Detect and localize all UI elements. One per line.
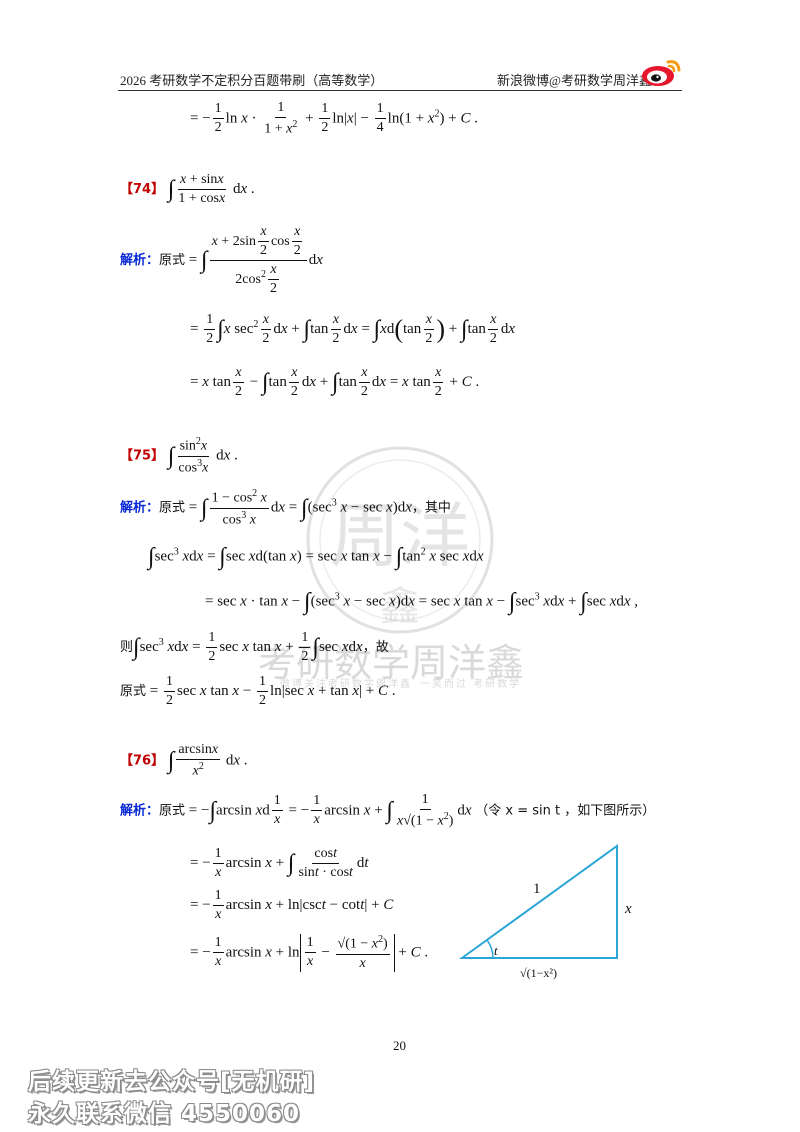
svg-text:鑫: 鑫	[380, 584, 420, 630]
p75-line-3: = sec x · tan x − ∫(sec3 x − sec x)dx = …	[205, 589, 639, 615]
watermark-small-left: 微博关注考研数学周洋鑫	[280, 679, 412, 690]
p75-line-1: 解析：原式 = ∫ 1 − cos2 x cos3 x dx = ∫(sec3 x −…	[120, 488, 451, 528]
p75-line-4: 则∫sec3 xdx = 1 2 sec x tan x + 1 2 ∫sec xdx，…	[120, 630, 389, 665]
p76-line-1: 解析：原式 = −∫arcsin xd 1 x = −1 x arcsin x + ∫ 1…	[120, 792, 656, 829]
watermark-small-right: 一笑而过 考研数学	[420, 679, 522, 690]
analysis-label: 解析：	[120, 803, 160, 819]
hypotenuse-label: 1	[533, 881, 541, 897]
analysis-label: 解析：	[120, 253, 160, 269]
watermark-text: 考研数学周洋鑫	[258, 641, 525, 685]
ze-label: 则	[120, 640, 134, 656]
weibo-logo-icon	[642, 60, 681, 86]
right-triangle-figure	[458, 844, 618, 959]
header-right-title: 新浪微博@考研数学周洋鑫	[497, 73, 652, 88]
problem-number: 【75】	[120, 448, 165, 464]
problem-number: 【74】	[120, 182, 165, 198]
problem-76-statement: 【76】 ∫ arcsinx x2 dx .	[120, 742, 248, 779]
p76-line-3: = −1 x arcsin x + ln|csct − cott| + C	[190, 888, 394, 923]
yuanshi-label: 原式	[159, 253, 186, 269]
yuanshi-label: 原式	[120, 684, 147, 700]
problem-74-statement: 【74】 ∫ x + sinx 1 + cosx dx .	[120, 172, 255, 207]
qizhong-label: ，其中	[411, 500, 451, 516]
problem-75-statement: 【75】 ∫ sin2x cos3x dx .	[120, 436, 238, 476]
triangle-outline	[458, 844, 618, 959]
watermark-seal: 周洋 鑫	[306, 446, 494, 634]
yuanshi-label: 原式	[159, 500, 186, 516]
substitution-note: （令 x = sin t ，如下图所示）	[475, 803, 656, 819]
footer-line-2: 永久联系微信 4550060	[28, 1101, 301, 1127]
svg-text:周洋: 周洋	[330, 495, 470, 577]
p74-line-2: = 1 2 ∫x sec2 x 2 dx + ∫tan x 2 dx = ∫xd(tan x 2) …	[190, 312, 516, 347]
footer-line-1: 后续更新去公众号[无机研]	[28, 1069, 316, 1095]
header-rule	[118, 90, 682, 91]
p75-line-5: 原式 = 1 2 sec x tan x − 1 2 ln|sec x + tan x|…	[120, 674, 396, 709]
header-left-title: 2026 考研数学不定积分百题带刷（高等数学）	[120, 73, 384, 88]
angle-arc	[486, 939, 494, 959]
p74-line-3: = x tan x 2 − ∫tan x 2 dx + ∫tan x 2 dx = x tan x…	[190, 365, 480, 400]
p76-line-2: = −1 x arcsin x + ∫ cost sint · cost dt	[190, 846, 369, 881]
problem-number: 【76】	[120, 753, 165, 769]
opposite-label: x	[625, 901, 632, 917]
adjacent-label: √(1−x²)	[520, 966, 557, 980]
p75-line-2: ∫sec3 xdx = ∫sec xd(tan x) = sec x tan x…	[148, 544, 484, 570]
analysis-label: 解析：	[120, 500, 160, 516]
yuanshi-label: 原式	[159, 803, 186, 819]
angle-label: t	[494, 943, 498, 958]
page-number: 20	[393, 1038, 406, 1053]
gu-label: ，故	[362, 640, 389, 656]
p74-line-1: 解析：原式 = ∫ x + 2sin x 2 cos x 2 2cos2 x 2 dx	[120, 224, 323, 297]
